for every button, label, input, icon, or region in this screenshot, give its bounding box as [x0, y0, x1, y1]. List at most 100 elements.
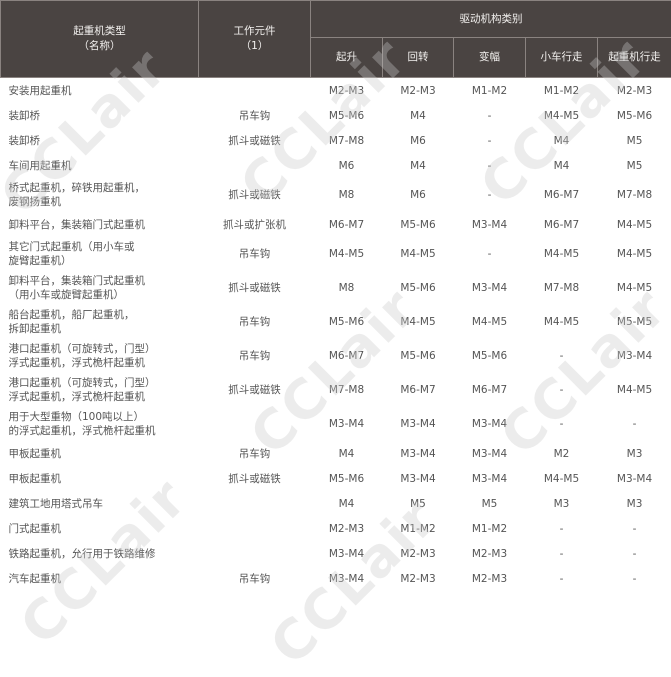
class-value-cell: M4-M5	[526, 103, 598, 128]
class-value-cell: M3-M4	[454, 466, 526, 491]
crane-type-cell: 车间用起重机	[1, 153, 199, 178]
class-value-cell: M3-M4	[454, 441, 526, 466]
crane-type-cell: 甲板起重机	[1, 441, 199, 466]
header-work-element: 工作元件（1）	[199, 1, 311, 78]
class-value-cell: M4	[311, 441, 383, 466]
class-value-cell: M4-M5	[598, 212, 671, 237]
class-value-cell: M2-M3	[454, 566, 526, 591]
class-value-cell: M5-M5	[598, 305, 671, 339]
class-value-cell: M4	[526, 153, 598, 178]
crane-type-line: 建筑工地用塔式吊车	[9, 498, 104, 510]
work-element-cell: 吊车钩	[199, 305, 311, 339]
class-value-cell: M3-M4	[383, 441, 454, 466]
work-element-cell	[199, 491, 311, 516]
class-value-cell: M5-M6	[383, 212, 454, 237]
class-value-cell: M4-M5	[383, 237, 454, 271]
crane-type-cell: 装卸桥	[1, 128, 199, 153]
class-value-cell: -	[526, 541, 598, 566]
class-value-cell: M4-M5	[383, 305, 454, 339]
crane-type-line: 港口起重机（可旋转式，门型）	[9, 377, 156, 389]
header-column: 起升	[311, 38, 383, 78]
header-crane-type: 起重机类型（名称）	[1, 1, 199, 78]
class-value-cell: -	[526, 566, 598, 591]
crane-type-line: 旋臂起重机）	[9, 255, 72, 267]
crane-type-cell: 港口起重机（可旋转式，门型）浮式起重机，浮式桅杆起重机	[1, 339, 199, 373]
class-value-cell: M2-M3	[383, 541, 454, 566]
crane-type-cell: 建筑工地用塔式吊车	[1, 491, 199, 516]
crane-type-cell: 装卸桥	[1, 103, 199, 128]
class-value-cell: M5-M6	[383, 339, 454, 373]
class-value-cell: M3-M4	[454, 407, 526, 441]
class-value-cell: M5-M6	[311, 305, 383, 339]
crane-type-line: 用于大型重物（100吨以上）	[9, 411, 145, 423]
crane-type-line: 铁路起重机，允行用于铁路维修	[9, 548, 156, 560]
crane-type-line: 汽车起重机	[9, 573, 62, 585]
crane-type-line: 车间用起重机	[9, 160, 72, 172]
crane-type-line: 卸料平台，集装箱门式起重机	[9, 275, 146, 287]
crane-type-line: 浮式起重机，浮式桅杆起重机	[9, 391, 146, 403]
class-value-cell: M3-M4	[311, 566, 383, 591]
work-element-cell: 吊车钩	[199, 103, 311, 128]
class-value-cell: M6	[383, 178, 454, 212]
class-value-cell: M4-M5	[598, 237, 671, 271]
crane-type-cell: 卸料平台，集装箱门式起重机	[1, 212, 199, 237]
class-value-cell: M4-M5	[598, 271, 671, 305]
class-value-cell: M4	[311, 491, 383, 516]
crane-type-line: 桥式起重机，碎铁用起重机，	[9, 182, 146, 194]
class-value-cell: -	[526, 516, 598, 541]
class-value-cell: M6-M7	[454, 373, 526, 407]
class-value-cell: M6-M7	[526, 178, 598, 212]
class-value-cell: M2-M3	[311, 516, 383, 541]
class-value-cell: M1-M2	[454, 78, 526, 104]
class-value-cell: M3	[598, 491, 671, 516]
class-value-cell: M2-M3	[454, 541, 526, 566]
class-value-cell: M2-M3	[383, 566, 454, 591]
class-value-cell: M6	[311, 153, 383, 178]
crane-classification-table: 起重机类型（名称） 工作元件（1） 驱动机构类别 起升回转变幅小车行走起重机行走…	[0, 0, 671, 591]
work-element-cell	[199, 153, 311, 178]
class-value-cell: M5	[454, 491, 526, 516]
class-value-cell: M3-M4	[598, 466, 671, 491]
class-value-cell: M2	[526, 441, 598, 466]
class-value-cell: -	[598, 407, 671, 441]
header-drive-mechanism: 驱动机构类别	[311, 1, 671, 38]
crane-type-line: 装卸桥	[9, 110, 41, 122]
class-value-cell: M5-M6	[598, 103, 671, 128]
class-value-cell: M6-M7	[383, 373, 454, 407]
class-value-cell: M4	[383, 153, 454, 178]
class-value-cell: M6-M7	[526, 212, 598, 237]
class-value-cell: M2-M3	[598, 78, 671, 104]
crane-type-line: 装卸桥	[9, 135, 41, 147]
class-value-cell: M5	[383, 491, 454, 516]
class-value-cell: -	[526, 373, 598, 407]
class-value-cell: M3	[526, 491, 598, 516]
crane-type-cell: 门式起重机	[1, 516, 199, 541]
work-element-cell: 吊车钩	[199, 441, 311, 466]
crane-type-line: 浮式起重机，浮式桅杆起重机	[9, 357, 146, 369]
class-value-cell: M1-M2	[454, 516, 526, 541]
class-value-cell: M4-M5	[526, 305, 598, 339]
class-value-cell: M6-M7	[311, 339, 383, 373]
class-value-cell: M5-M6	[383, 271, 454, 305]
crane-type-line: 甲板起重机	[9, 448, 62, 460]
work-element-cell: 抓斗或磁铁	[199, 178, 311, 212]
class-value-cell: M6-M7	[311, 212, 383, 237]
class-value-cell: -	[454, 128, 526, 153]
crane-type-cell: 船台起重机，船厂起重机，拆卸起重机	[1, 305, 199, 339]
header-column: 变幅	[454, 38, 526, 78]
class-value-cell: M4-M5	[526, 237, 598, 271]
class-value-cell: M3-M4	[311, 541, 383, 566]
class-value-cell: M4-M5	[454, 305, 526, 339]
class-value-cell: M7-M8	[526, 271, 598, 305]
work-element-cell: 抓斗或磁铁	[199, 271, 311, 305]
work-element-cell: 吊车钩	[199, 566, 311, 591]
crane-type-line: 拆卸起重机	[9, 323, 62, 335]
crane-type-cell: 卸料平台，集装箱门式起重机（用小车或旋臂起重机）	[1, 271, 199, 305]
